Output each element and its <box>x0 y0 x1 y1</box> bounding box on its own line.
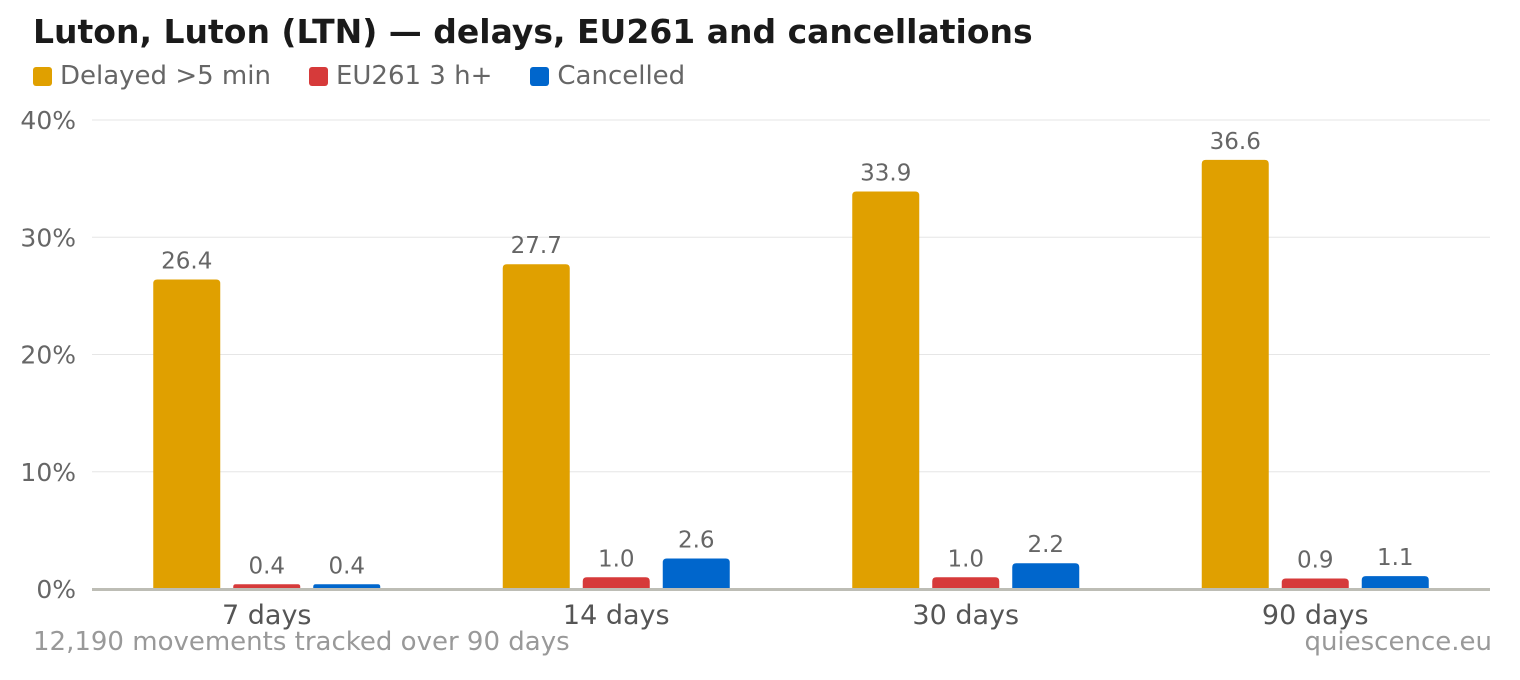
data-label: 2.6 <box>678 528 715 554</box>
legend-label-cancelled: Cancelled <box>557 61 686 91</box>
y-tick-label: 40% <box>20 106 76 135</box>
y-tick-label: 20% <box>20 341 76 370</box>
bar <box>313 584 381 589</box>
data-label: 1.1 <box>1377 545 1414 571</box>
data-label: 36.6 <box>1210 129 1261 155</box>
y-axis-ticks: 0% 10% 20% 30% 40% <box>20 106 76 604</box>
bar <box>852 191 920 589</box>
bar <box>233 584 301 589</box>
chart-legend: Delayed >5 min EU261 3 h+ Cancelled <box>33 61 723 91</box>
legend-label-delayed: Delayed >5 min <box>60 61 271 91</box>
footer-note: 12,190 movements tracked over 90 days <box>33 627 570 657</box>
legend-label-eu261: EU261 3 h+ <box>335 61 493 91</box>
data-label: 0.4 <box>248 553 285 579</box>
value-labels: 26.4 0.4 0.4 27.7 1.0 2.6 33.9 1.0 2.2 36.6 0.9 1.1 <box>161 129 1413 579</box>
y-tick-label: 0% <box>36 575 76 604</box>
data-label: 27.7 <box>511 233 562 259</box>
bar <box>502 264 570 589</box>
footer-source: quiescence.eu <box>1304 627 1492 657</box>
x-tick-label: 14 days <box>563 600 670 631</box>
x-axis-categories: 7 days 14 days 30 days 90 days <box>222 600 1369 631</box>
legend-swatch-cancelled <box>530 66 550 86</box>
data-label: 1.0 <box>947 546 984 572</box>
bar <box>1012 563 1080 589</box>
bar <box>582 577 650 589</box>
x-tick-label: 90 days <box>1262 600 1369 631</box>
bar <box>932 577 1000 589</box>
bar <box>1361 576 1429 589</box>
legend-item-cancelled: Cancelled <box>530 61 685 91</box>
x-tick-label: 30 days <box>912 600 1019 631</box>
legend-swatch-delayed <box>33 66 52 86</box>
bar <box>153 279 221 589</box>
bar <box>1281 578 1349 589</box>
legend-item-eu261: EU261 3 h+ <box>308 61 493 91</box>
data-label: 1.0 <box>598 546 635 572</box>
y-tick-label: 10% <box>20 458 76 487</box>
grid-lines <box>92 119 1490 473</box>
x-tick-label: 7 days <box>222 600 312 631</box>
data-label: 0.4 <box>328 553 365 579</box>
bars <box>153 159 1429 590</box>
bar <box>662 558 730 589</box>
data-label: 26.4 <box>161 248 212 274</box>
bar <box>1201 159 1269 590</box>
data-label: 0.9 <box>1297 547 1334 573</box>
legend-swatch-eu261 <box>308 66 328 86</box>
y-tick-label: 30% <box>20 223 76 252</box>
data-label: 33.9 <box>860 161 911 187</box>
data-label: 2.2 <box>1027 532 1064 558</box>
chart-title: Luton, Luton (LTN) — delays, EU261 and c… <box>33 12 1033 51</box>
legend-item-delayed: Delayed >5 min <box>33 61 271 91</box>
